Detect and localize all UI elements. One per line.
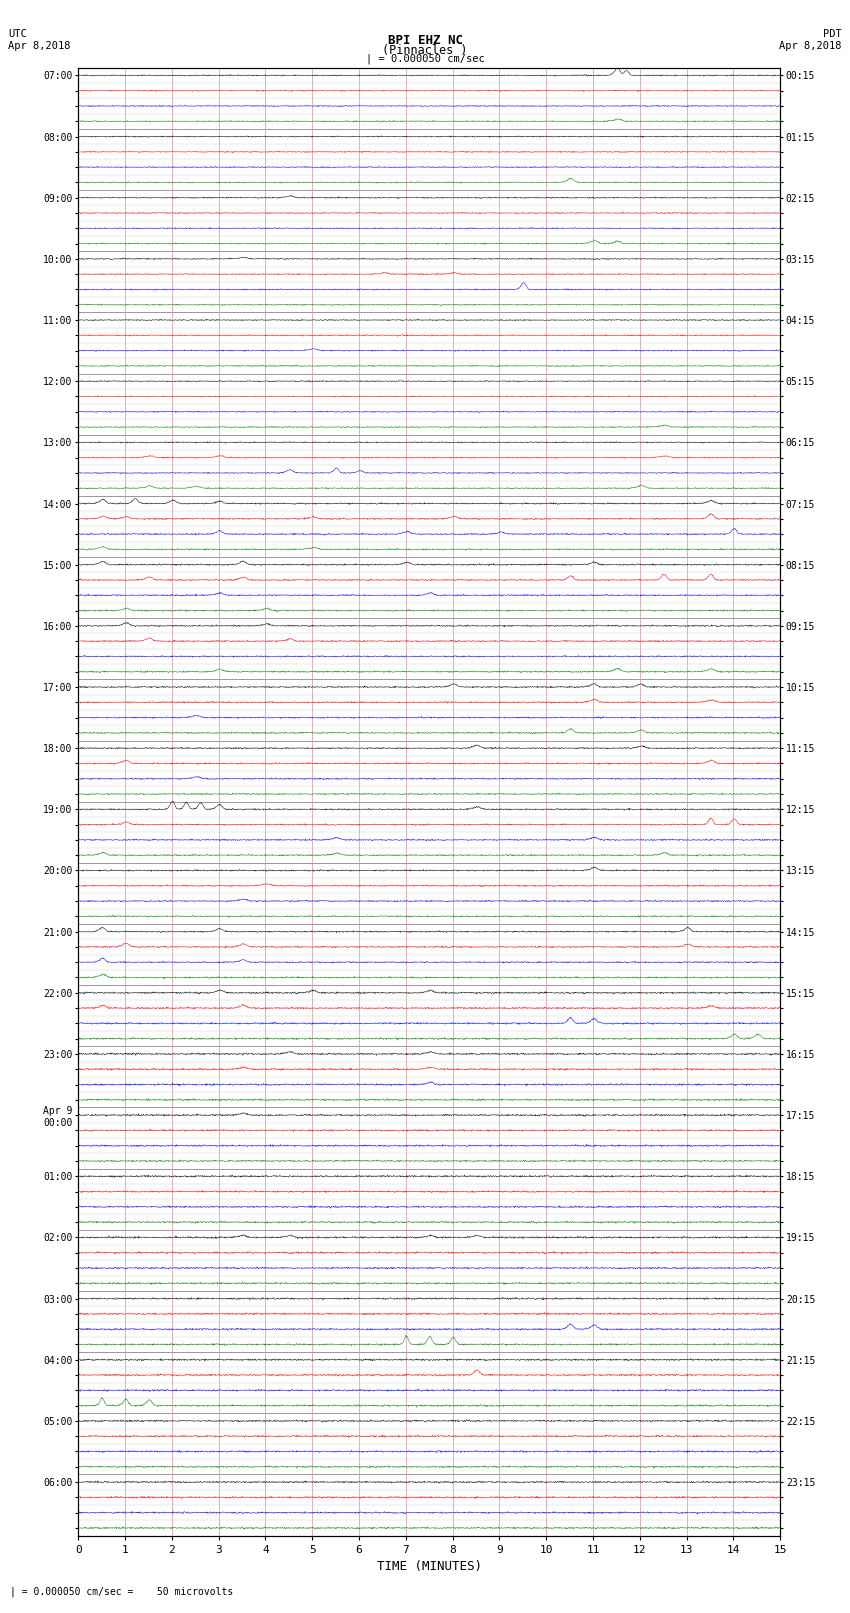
Text: | = 0.000050 cm/sec =    50 microvolts: | = 0.000050 cm/sec = 50 microvolts [10,1586,234,1597]
Text: (Pinnacles ): (Pinnacles ) [382,44,468,56]
Text: BPI EHZ NC: BPI EHZ NC [388,34,462,47]
Text: UTC
Apr 8,2018: UTC Apr 8,2018 [8,29,71,50]
Text: PDT
Apr 8,2018: PDT Apr 8,2018 [779,29,842,50]
Text: | = 0.000050 cm/sec: | = 0.000050 cm/sec [366,53,484,65]
X-axis label: TIME (MINUTES): TIME (MINUTES) [377,1560,482,1573]
